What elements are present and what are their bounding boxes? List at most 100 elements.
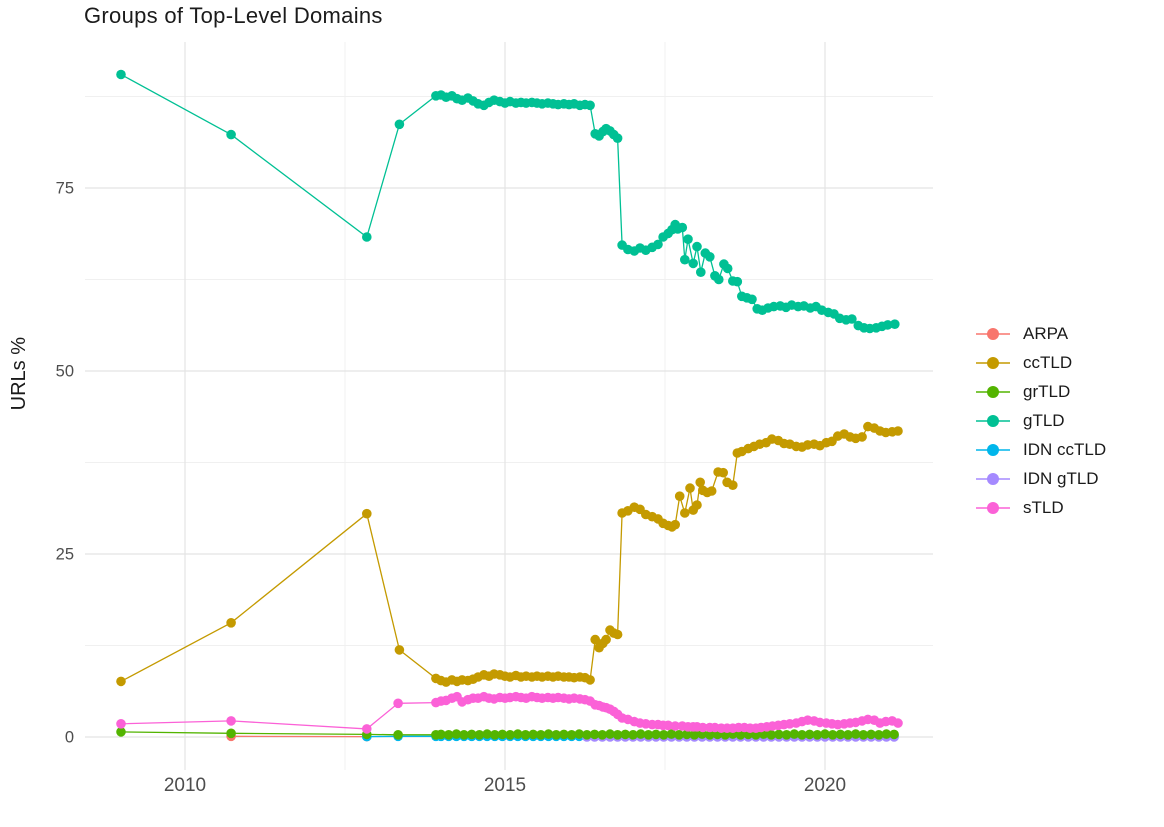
y-tick-label: 25: [56, 546, 74, 564]
data-point: [574, 729, 584, 739]
data-point: [735, 730, 746, 740]
legend-key-dot: [987, 385, 999, 398]
data-point: [394, 645, 405, 655]
data-point: [882, 320, 893, 330]
data-point: [226, 618, 236, 628]
data-point: [612, 133, 623, 143]
data-point: [362, 724, 372, 734]
legend-item-IDN-gTLD: IDN gTLD: [976, 464, 1106, 493]
data-point: [536, 730, 546, 740]
data-point: [513, 729, 523, 739]
legend-item-ARPA: ARPA: [976, 319, 1106, 348]
legend-label: ARPA: [1023, 323, 1069, 343]
x-tick-label: 2015: [484, 775, 526, 796]
legend-key-dot: [987, 472, 999, 485]
data-point: [847, 314, 857, 324]
data-point: [874, 730, 884, 740]
legend-key-icon: [976, 356, 1010, 370]
data-point: [116, 676, 126, 687]
data-point: [774, 729, 784, 740]
data-point: [394, 119, 405, 130]
data-point: [393, 698, 403, 709]
data-point: [666, 729, 677, 739]
data-point: [670, 721, 680, 731]
data-point: [582, 730, 592, 740]
data-point: [620, 729, 631, 740]
legend-key-dot: [987, 356, 999, 369]
data-point: [653, 239, 663, 250]
data-point: [116, 69, 126, 80]
data-point: [857, 432, 867, 442]
data-point: [459, 730, 469, 740]
legend-key-dot: [987, 327, 999, 340]
data-point: [706, 486, 717, 496]
series-sTLD: [116, 691, 903, 734]
data-point: [812, 730, 823, 740]
data-point: [443, 730, 454, 740]
legend: ARPA ccTLD grTLD gTLD IDN ccTLD IDN gTLD sTLD: [976, 319, 1106, 522]
data-point: [789, 729, 800, 739]
data-point: [827, 730, 838, 740]
data-point: [520, 730, 531, 740]
data-point: [651, 729, 661, 740]
legend-key-icon: [976, 327, 1010, 341]
legend-key-icon: [976, 443, 1010, 457]
legend-label: ccTLD: [1023, 352, 1073, 372]
data-point: [692, 500, 702, 510]
data-point: [490, 730, 500, 740]
chart-title: Groups of Top-Level Domains: [84, 3, 383, 28]
data-point: [688, 258, 698, 269]
data-point: [835, 729, 846, 740]
data-point: [680, 508, 690, 518]
data-point: [505, 730, 515, 740]
legend-label: sTLD: [1023, 497, 1064, 517]
data-point: [751, 730, 761, 740]
data-point: [551, 730, 561, 740]
legend-key-dot: [987, 501, 999, 514]
data-point: [685, 483, 695, 493]
legend-label: IDN ccTLD: [1023, 439, 1107, 459]
data-point: [474, 730, 485, 740]
legend-label: IDN gTLD: [1023, 468, 1099, 488]
series-gTLD: [116, 69, 900, 334]
y-tick-label: 50: [56, 363, 74, 381]
data-point: [590, 634, 600, 645]
data-point: [585, 100, 595, 111]
x-tick-label: 2010: [164, 775, 206, 796]
data-point: [682, 729, 692, 740]
series-line: [120, 73, 895, 330]
data-point: [601, 634, 611, 645]
data-point: [116, 719, 126, 729]
data-point: [643, 730, 654, 740]
data-point: [585, 675, 595, 685]
data-point: [635, 729, 646, 739]
data-point: [116, 727, 126, 737]
data-point: [528, 729, 538, 740]
data-point: [566, 730, 577, 740]
data-point: [797, 730, 807, 740]
data-point: [890, 319, 900, 330]
data-point: [658, 730, 669, 740]
data-point: [226, 716, 236, 726]
legend-label: gTLD: [1023, 410, 1065, 430]
data-point: [698, 722, 708, 733]
data-point: [695, 477, 705, 488]
data-point: [705, 251, 715, 262]
data-point: [589, 729, 600, 740]
data-point: [881, 729, 892, 739]
data-point: [680, 254, 690, 265]
data-point: [674, 491, 685, 502]
data-point: [362, 232, 372, 242]
data-point: [766, 730, 776, 740]
data-point: [858, 730, 869, 740]
data-point: [728, 480, 738, 491]
data-point: [820, 729, 830, 739]
legend-key-dot: [987, 443, 999, 456]
legend-key-dot: [987, 414, 999, 427]
data-point: [674, 730, 684, 740]
data-point: [226, 129, 236, 140]
legend-item-gTLD: gTLD: [976, 406, 1106, 435]
data-point: [689, 730, 700, 740]
series-ccTLD: [116, 421, 903, 687]
data-point: [732, 276, 743, 287]
